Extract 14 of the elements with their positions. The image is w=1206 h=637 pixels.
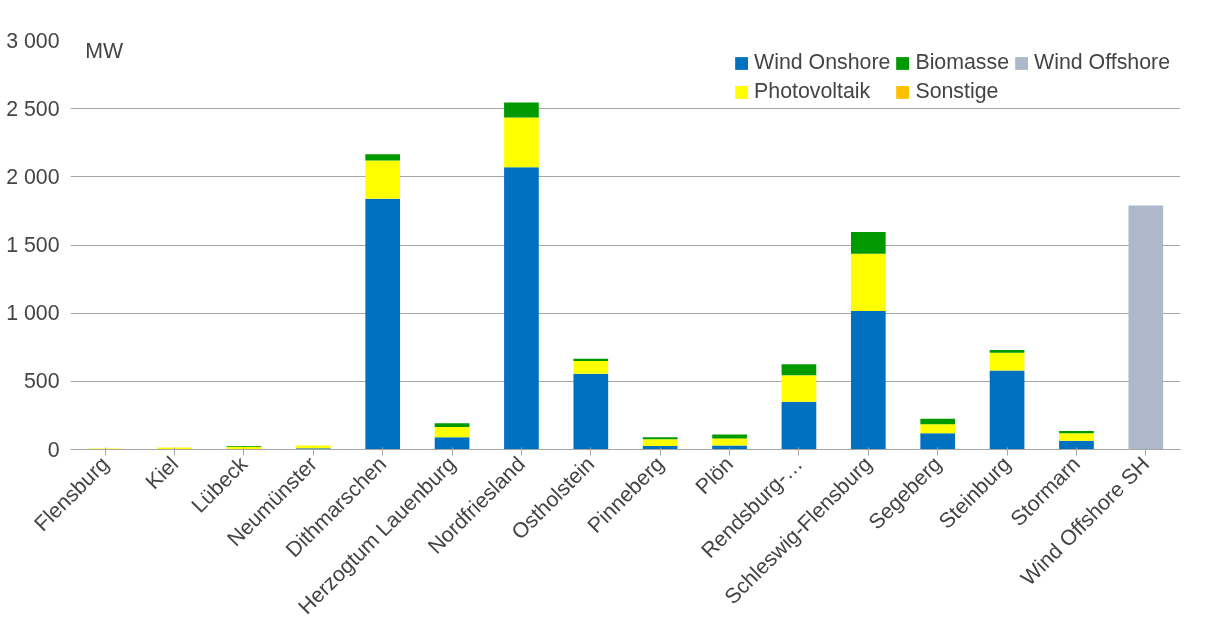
legend-label: Wind Onshore: [754, 50, 891, 75]
y-tick-label: 2 500: [6, 96, 60, 121]
legend-label: Sonstige: [915, 79, 999, 104]
y-tick-label: 2 000: [6, 164, 60, 189]
y-tick-label: 0: [47, 437, 60, 462]
y-tick-label: 1 000: [6, 301, 60, 326]
y-axis-title: MW: [85, 38, 124, 63]
y-tick-label: 500: [23, 369, 60, 394]
legend-label: Photovoltaik: [754, 79, 871, 104]
x-tick-label: Kiel: [140, 452, 184, 495]
y-tick-label: 3 000: [6, 28, 60, 53]
y-tick-label: 1 500: [6, 233, 60, 257]
legend-label: Biomasse: [915, 50, 1010, 75]
legend-label: Wind Offshore: [1034, 50, 1170, 75]
